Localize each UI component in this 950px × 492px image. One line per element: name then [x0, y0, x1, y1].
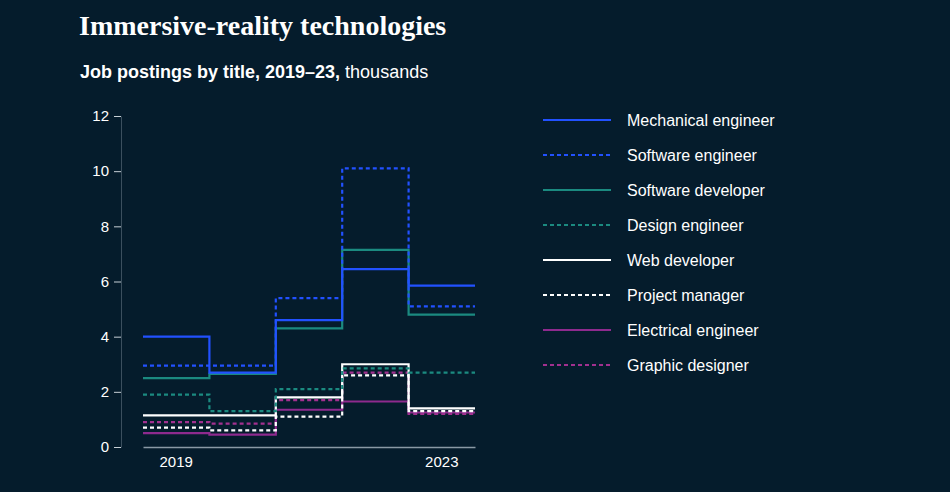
legend-label: Software developer	[627, 182, 766, 199]
x-tick-label: 2023	[425, 453, 458, 470]
subtitle: Job postings by title, 2019–23,	[80, 62, 340, 82]
legend-swatch	[543, 119, 611, 121]
y-tick-mark	[114, 116, 121, 117]
series-line	[143, 375, 475, 430]
legend-item: Design engineer	[543, 217, 744, 234]
legend-item: Electrical engineer	[543, 322, 759, 339]
y-tick-mark	[114, 226, 121, 227]
y-axis: 0 2 4 6 8 10 12	[92, 107, 121, 455]
legend-item: Graphic designer	[543, 357, 750, 374]
y-tick-label: 12	[92, 107, 109, 124]
legend-item: Web developer	[543, 252, 735, 269]
legend-label: Mechanical engineer	[627, 112, 775, 129]
legend-label: Electrical engineer	[627, 322, 759, 339]
legend-swatch	[543, 189, 611, 191]
x-axis: 2019 2023	[144, 447, 476, 470]
legend-label: Web developer	[627, 252, 735, 269]
subtitle-line: Job postings by title, 2019–23,thousands	[80, 62, 428, 82]
y-tick: 12	[92, 107, 121, 124]
x-tick: 2023	[425, 447, 458, 470]
series-line	[143, 250, 475, 378]
y-tick: 8	[101, 218, 121, 235]
y-tick: 4	[101, 328, 121, 345]
y-tick-label: 2	[101, 383, 109, 400]
title: Immersive-reality technologies	[79, 10, 446, 41]
series-line	[143, 269, 475, 372]
legend-label: Software engineer	[627, 147, 758, 164]
y-label: thousands	[345, 62, 428, 82]
background	[0, 0, 950, 492]
chart: Immersive-reality technologies Job postin…	[0, 0, 950, 492]
legend: Mechanical engineer Software engineer Soft…	[543, 112, 775, 374]
x-axis-line	[144, 447, 476, 449]
y-tick-mark	[114, 171, 121, 172]
x-tick-label: 2019	[160, 453, 193, 470]
legend-label: Project manager	[627, 287, 745, 304]
y-tick-mark	[114, 282, 121, 283]
y-tick-label: 6	[101, 273, 109, 290]
legend-item: Software developer	[543, 182, 766, 199]
y-axis-line	[121, 117, 122, 448]
legend-swatch	[543, 224, 611, 226]
legend-swatch	[543, 294, 611, 296]
y-tick-label: 0	[101, 438, 109, 455]
series-line	[143, 401, 475, 434]
legend-swatch	[543, 259, 611, 261]
y-tick: 0	[101, 438, 121, 455]
legend-item: Software engineer	[543, 147, 758, 164]
series-line	[143, 364, 475, 415]
y-tick-mark	[114, 337, 121, 338]
legend-label: Design engineer	[627, 217, 744, 234]
y-tick-mark	[114, 447, 121, 448]
y-tick: 2	[101, 383, 121, 400]
legend-swatch	[543, 329, 611, 331]
y-tick-label: 4	[101, 328, 109, 345]
y-tick: 10	[92, 162, 121, 179]
x-tick: 2019	[160, 447, 193, 470]
y-tick-label: 10	[92, 162, 109, 179]
series-line	[143, 368, 475, 411]
y-tick-mark	[114, 392, 121, 393]
y-tick: 6	[101, 273, 121, 290]
plot-area	[143, 168, 475, 434]
legend-item: Project manager	[543, 287, 745, 304]
y-tick-label: 8	[101, 218, 109, 235]
legend-swatch	[543, 154, 611, 156]
legend-label: Graphic designer	[627, 357, 750, 374]
legend-item: Mechanical engineer	[543, 112, 775, 129]
legend-swatch	[543, 364, 611, 366]
